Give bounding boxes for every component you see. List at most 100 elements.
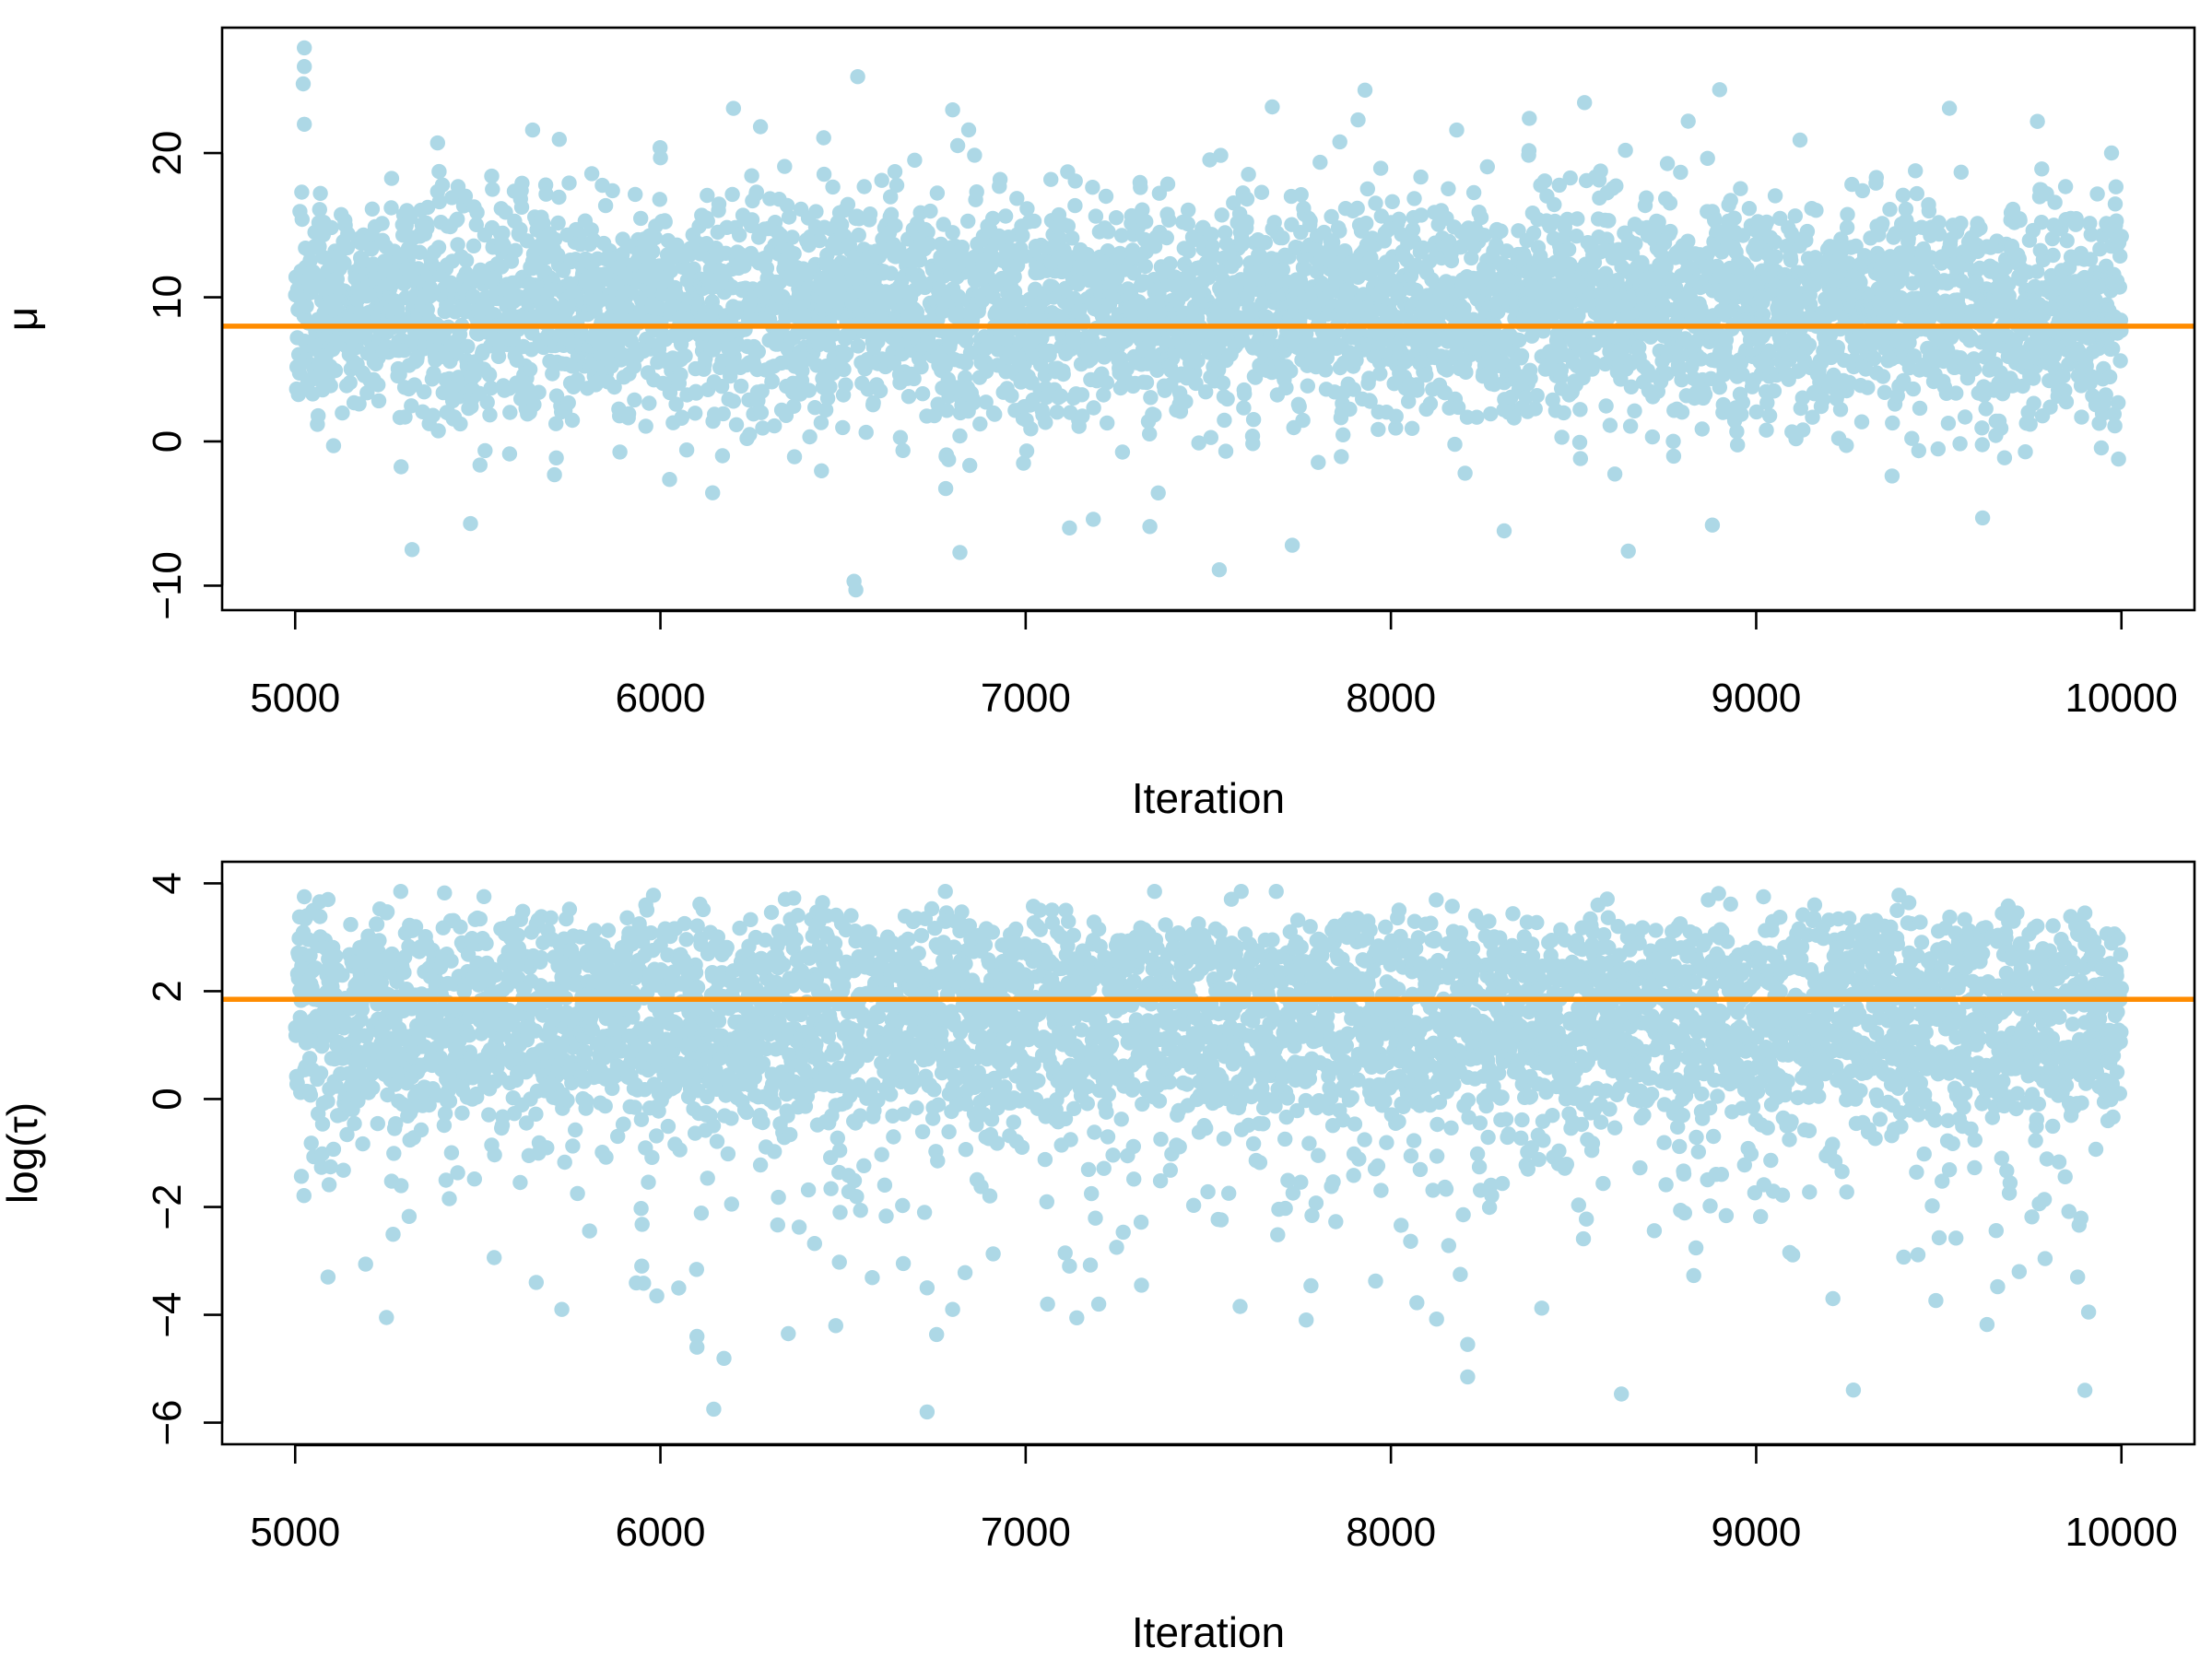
mu-trace-point (1930, 441, 1946, 457)
mu-trace-point (583, 166, 600, 182)
mu-trace-point (1473, 209, 1489, 226)
mu-trace-point (2058, 394, 2075, 410)
mu-trace-point (482, 407, 498, 423)
mu-trace-point (892, 429, 909, 445)
mu-trace-point (858, 424, 874, 441)
mu-trace-point (1909, 185, 1924, 202)
mu-trace-point (514, 175, 530, 191)
mu-trace-point (978, 394, 994, 410)
mu-trace-point (371, 377, 386, 393)
mu-trace-point (1311, 454, 1326, 470)
mu-trace-point (724, 186, 740, 203)
mu-trace-point (1875, 216, 1890, 231)
mu-trace-point (839, 346, 854, 361)
mu-trace-point (1388, 408, 1404, 424)
mu-trace-point (794, 363, 810, 379)
mu-trace-point (1606, 466, 1623, 482)
mu-trace-point (647, 229, 664, 246)
mu-trace-point (1178, 394, 1194, 409)
mu-trace-point (2103, 145, 2120, 161)
mu-trace-point (1536, 173, 1553, 189)
mu-trace-point (2059, 233, 2075, 249)
mu-trace-point (1908, 163, 1924, 179)
mu-trace-point (1905, 381, 1922, 397)
mu-trace-point (1598, 398, 1614, 414)
mu-trace-point (426, 365, 441, 382)
mu-trace-point (545, 366, 560, 382)
mu-trace-point (962, 457, 978, 474)
mu-trace-point (1312, 154, 1328, 171)
mu-trace-point (2045, 247, 2061, 264)
mu-trace-point (1018, 443, 1035, 459)
mu-trace-point (825, 179, 841, 195)
mu-trace-point (561, 175, 577, 191)
mu-trace-point (753, 405, 770, 420)
mu-trace-point (1884, 468, 1900, 484)
mu-trace-point (2107, 418, 2123, 434)
mu-trace-point (430, 240, 447, 255)
mu-trace-point (2089, 186, 2105, 202)
mu-trace-point (1332, 134, 1347, 150)
mu-trace-point (1219, 391, 1235, 407)
mu-trace-point (750, 344, 766, 359)
mu-trace-point (835, 419, 851, 436)
mu-trace-point (888, 177, 905, 194)
mu-trace-point (1694, 421, 1711, 437)
mu-trace-point (779, 197, 795, 214)
mu-trace-point (1213, 147, 1229, 163)
mu-trace-point (1665, 433, 1681, 449)
mu-trace-point (1241, 167, 1256, 182)
mu-trace-point (311, 407, 326, 424)
mu-trace-point (836, 361, 852, 378)
mu-trace-point (1404, 420, 1420, 436)
mu-trace-point (1413, 207, 1430, 223)
mu-trace-point (1868, 170, 1885, 185)
mu-trace-point (2047, 194, 2063, 210)
mu-trace-point (1787, 208, 1804, 224)
mu-trace-point (1055, 366, 1071, 382)
mu-trace-point (1114, 444, 1131, 460)
mu-trace-point (1673, 164, 1688, 181)
mu-trace-point (754, 383, 770, 399)
mu-trace-point (688, 406, 703, 421)
mu-trace-point (1245, 436, 1261, 452)
mu-trace-point (1067, 173, 1083, 189)
mu-trace-point (818, 402, 834, 418)
mu-trace-point (856, 179, 872, 194)
mu-trace-point (748, 184, 764, 200)
mu-trace-point (883, 265, 899, 281)
mu-trace-point (1622, 418, 1639, 434)
mu-trace-point (294, 211, 310, 228)
mu-trace-point (1562, 170, 1578, 186)
mu-trace-point (781, 209, 797, 225)
mu-trace-point (1659, 156, 1676, 171)
mu-trace-point (1086, 400, 1101, 416)
mu-trace-point (1521, 143, 1537, 159)
mu-trace-point (526, 396, 542, 413)
mu-trace-point (1953, 164, 1969, 180)
mu-trace-point (324, 219, 339, 236)
mu-trace-point (547, 466, 562, 483)
mu-trace-point (551, 189, 567, 206)
mu-trace-point (1741, 201, 1758, 217)
mu-trace-point (2057, 179, 2074, 194)
mu-trace-point (1840, 206, 1855, 222)
mu-trace-point (457, 188, 474, 204)
mu-trace-point (755, 420, 771, 436)
mu-trace-point (1332, 223, 1347, 239)
mu-trace-point (1993, 420, 2009, 436)
mu-trace-point (2112, 248, 2128, 264)
mu-trace-point (786, 246, 802, 262)
mu-trace-point (294, 184, 310, 200)
mu-trace-point (605, 182, 620, 199)
mu-trace-point (1996, 450, 2013, 465)
mu-trace-point (550, 215, 566, 231)
mu-trace-point (688, 385, 704, 401)
mu-trace-point (1239, 191, 1255, 207)
mu-trace-point (2107, 196, 2124, 212)
mu-trace-point (662, 384, 678, 401)
mu-trace-point (713, 379, 730, 394)
mu-trace-point (966, 394, 982, 411)
mu-trace-point (512, 221, 528, 238)
